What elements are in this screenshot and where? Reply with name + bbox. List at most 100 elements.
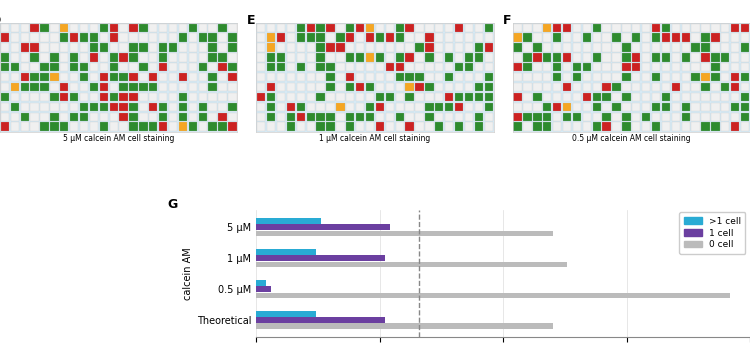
Bar xyxy=(563,83,572,91)
Bar xyxy=(10,43,19,52)
Bar xyxy=(692,103,700,111)
Bar xyxy=(524,24,532,32)
Bar xyxy=(406,63,414,72)
Bar xyxy=(50,103,58,111)
Bar xyxy=(514,122,522,131)
Bar xyxy=(632,43,640,52)
Bar xyxy=(366,53,374,62)
Bar xyxy=(256,292,730,298)
Bar xyxy=(465,24,473,32)
Bar xyxy=(80,83,88,91)
Bar xyxy=(307,93,315,101)
Bar xyxy=(209,24,217,32)
Bar xyxy=(622,103,631,111)
Bar xyxy=(524,112,532,121)
Bar xyxy=(711,73,719,81)
Bar xyxy=(632,103,640,111)
Bar xyxy=(583,24,591,32)
Bar xyxy=(326,83,334,91)
Bar xyxy=(178,24,187,32)
Bar xyxy=(140,122,148,131)
Bar xyxy=(465,83,473,91)
Bar xyxy=(1,33,9,42)
Bar xyxy=(721,63,730,72)
Bar xyxy=(159,33,167,42)
Bar xyxy=(366,103,374,111)
Bar xyxy=(731,33,740,42)
Bar xyxy=(70,63,78,72)
Bar xyxy=(1,103,9,111)
Bar xyxy=(455,33,464,42)
Bar xyxy=(622,53,631,62)
Bar xyxy=(1,122,9,131)
Bar xyxy=(602,93,610,101)
Bar xyxy=(514,83,522,91)
Bar xyxy=(583,93,591,101)
Bar xyxy=(632,112,640,121)
Bar xyxy=(307,103,315,111)
Bar xyxy=(346,24,355,32)
Bar xyxy=(267,93,275,101)
Bar xyxy=(10,103,19,111)
Bar xyxy=(662,33,670,42)
Bar xyxy=(573,53,581,62)
Bar xyxy=(662,103,670,111)
Bar xyxy=(90,112,98,121)
Bar xyxy=(662,24,670,32)
Bar xyxy=(119,33,128,42)
Bar xyxy=(110,93,118,101)
Bar xyxy=(256,286,272,292)
Bar xyxy=(356,112,364,121)
Bar xyxy=(119,122,128,131)
Bar xyxy=(80,122,88,131)
Bar xyxy=(346,63,355,72)
Bar xyxy=(110,122,118,131)
Bar xyxy=(376,112,384,121)
Bar xyxy=(573,24,581,32)
Bar xyxy=(672,43,680,52)
Bar xyxy=(514,43,522,52)
Bar xyxy=(475,24,483,32)
Bar xyxy=(484,43,493,52)
Bar xyxy=(140,43,148,52)
Bar xyxy=(672,73,680,81)
Text: E: E xyxy=(247,14,255,27)
Bar xyxy=(336,73,344,81)
Bar xyxy=(465,93,473,101)
Bar xyxy=(514,112,522,121)
Bar xyxy=(70,73,78,81)
Bar xyxy=(129,122,138,131)
Bar xyxy=(672,122,680,131)
Bar xyxy=(209,103,217,111)
Bar xyxy=(50,43,58,52)
Bar xyxy=(395,122,404,131)
Bar xyxy=(149,73,158,81)
Bar xyxy=(721,112,730,121)
Bar xyxy=(622,63,631,72)
Bar xyxy=(149,53,158,62)
Bar xyxy=(553,63,561,72)
Bar xyxy=(652,93,660,101)
Bar xyxy=(553,103,561,111)
Bar xyxy=(475,122,483,131)
Bar xyxy=(228,93,236,101)
Bar xyxy=(543,63,551,72)
Bar xyxy=(406,112,414,121)
Bar xyxy=(209,33,217,42)
Bar xyxy=(20,93,29,101)
Bar xyxy=(445,83,453,91)
Bar xyxy=(307,112,315,121)
Bar xyxy=(455,112,464,121)
Bar xyxy=(514,73,522,81)
Bar xyxy=(563,33,572,42)
Bar xyxy=(31,73,39,81)
Bar xyxy=(60,24,68,32)
Bar xyxy=(297,33,305,42)
Bar xyxy=(632,33,640,42)
Bar xyxy=(149,122,158,131)
Bar xyxy=(376,93,384,101)
Bar xyxy=(701,112,709,121)
Bar xyxy=(189,83,197,91)
Bar xyxy=(741,63,749,72)
Text: F: F xyxy=(503,14,512,27)
